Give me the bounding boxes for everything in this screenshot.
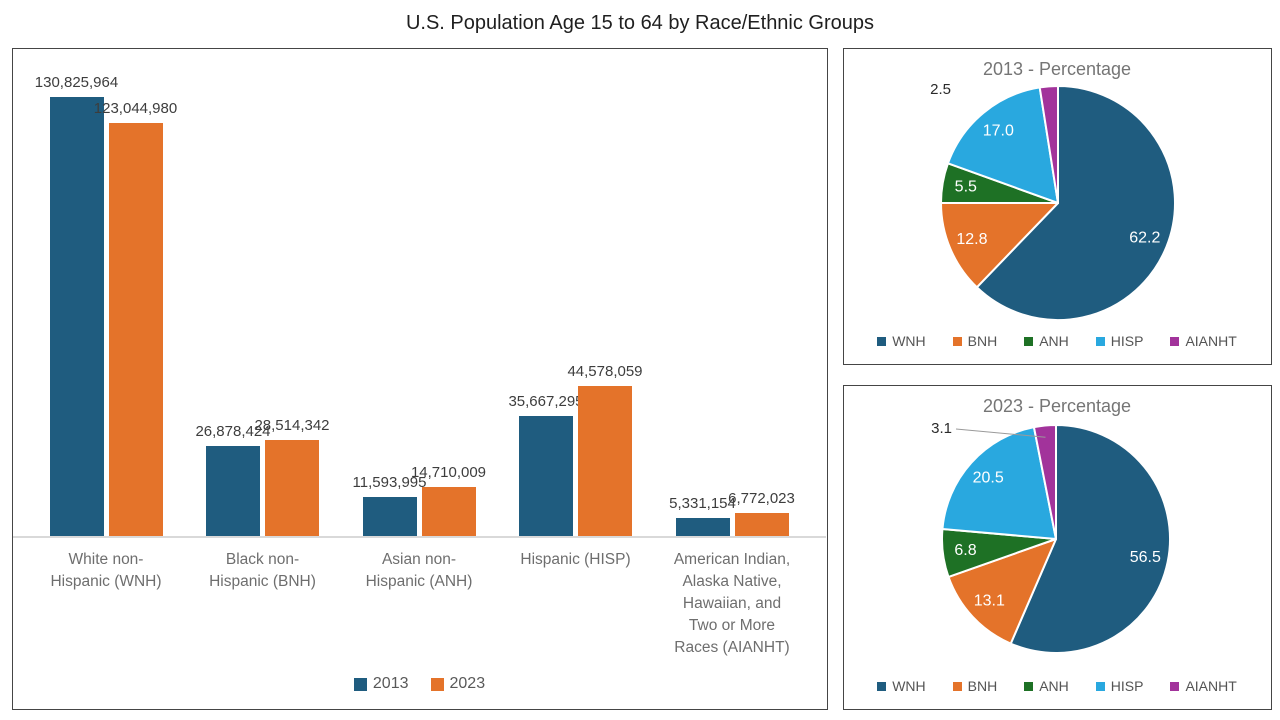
category-label-anh: Asian non- Hispanic (ANH) <box>365 551 473 590</box>
pie-legend-item-hisp: HISP <box>1095 333 1144 349</box>
pie-legend-label: ANH <box>1039 678 1069 694</box>
legend-swatch-icon <box>1095 681 1105 691</box>
bar-legend-label: 2013 <box>372 675 409 692</box>
pie-slice-aianht <box>1032 424 1057 540</box>
bar-2013-bnh <box>206 446 260 536</box>
pie-2023-chart: 56.5 13.1 6.8 20.5 3.1 <box>931 420 1171 654</box>
category-label-wnh: White non- Hispanic (WNH) <box>50 551 162 590</box>
legend-swatch-icon <box>877 336 887 346</box>
pie-legend-label: HISP <box>1110 678 1144 694</box>
value-label-2013-wnh: 130,825,964 <box>34 74 119 91</box>
value-label-2013-aianht: 5,331,154 <box>669 495 736 512</box>
pie-legend-item-wnh: WNH <box>877 678 926 694</box>
pie-slice-aianht <box>1038 85 1059 204</box>
pie-legend-item-aianht: AIANHT <box>1170 333 1237 349</box>
legend-swatch-icon <box>1170 681 1180 691</box>
pie-2023-title: 2023 - Percentage <box>982 396 1132 416</box>
pie-leader-line <box>955 428 1046 438</box>
pie-legend-item-hisp: HISP <box>1095 678 1144 694</box>
pie-2013-title: 2013 - Percentage <box>982 59 1132 79</box>
category-label-hisp: Hispanic (HISP) <box>520 551 631 568</box>
pie-2013-chart: 62.2 12.8 5.5 17.0 2.5 <box>930 81 1176 321</box>
legend-swatch-icon <box>877 681 887 691</box>
pie-legend-label: ANH <box>1039 333 1069 349</box>
x-axis-line <box>13 536 826 538</box>
bar-legend-item-2023: 2023 <box>430 675 486 693</box>
value-label-2023-hisp: 44,578,059 <box>567 363 643 380</box>
pie-2023-panel: 56.5 13.1 6.8 20.5 3.1 2023 - Percentage WNH… <box>843 385 1272 710</box>
pie-legend-item-bnh: BNH <box>952 678 998 694</box>
pie-value-label-wnh: 56.5 <box>1130 549 1161 566</box>
value-label-2013-bnh: 26,878,424 <box>195 423 271 440</box>
pie-value-label-aianht: 3.1 <box>931 420 952 437</box>
bar-2013-anh <box>362 497 417 536</box>
pie-value-label-wnh: 62.2 <box>1129 230 1160 247</box>
value-label-2023-bnh: 28,514,342 <box>254 417 330 434</box>
pie-slice-bnh <box>940 202 1059 289</box>
category-label-aianht: American Indian, Alaska Native, Hawaiian… <box>673 551 791 656</box>
legend-swatch-icon <box>952 336 962 346</box>
pie-value-label-bnh: 12.8 <box>956 231 987 248</box>
pie-legend-label: AIANHT <box>1185 333 1237 349</box>
pie-value-label-bnh: 13.1 <box>974 593 1005 610</box>
pie-value-label-anh: 6.8 <box>954 542 976 559</box>
bar-2023-hisp <box>578 386 632 536</box>
pie-legend-item-anh: ANH <box>1024 678 1069 694</box>
value-label-2013-anh: 11,593,995 <box>352 474 427 491</box>
legend-swatch-icon <box>1170 336 1180 346</box>
pie-2013-legend: WNH BNH ANH HISP AIANHT <box>844 333 1270 349</box>
value-label-2023-wnh: 123,044,980 <box>93 100 178 117</box>
bar-2023-anh <box>421 487 476 536</box>
pie-slice-wnh <box>975 85 1176 321</box>
value-label-2013-hisp: 35,667,295 <box>508 393 584 410</box>
bar-2023-bnh <box>265 440 319 536</box>
category-label-bnh: Black non- Hispanic (BNH) <box>209 551 316 590</box>
value-label-2023-aianht: 6,772,023 <box>728 490 795 507</box>
pie-slice-wnh <box>1009 424 1171 654</box>
pie-2023-legend: WNH BNH ANH HISP AIANHT <box>844 678 1270 694</box>
legend-swatch-icon <box>1024 336 1034 346</box>
bar-chart-panel: 130,825,964 123,044,980 White non- Hispani… <box>12 48 828 710</box>
bar-legend-item-2013: 2013 <box>353 675 409 693</box>
pie-legend-label: BNH <box>967 678 998 694</box>
bar-2013-aianht <box>675 518 730 536</box>
pie-legend-item-wnh: WNH <box>877 333 926 349</box>
pie-legend-label: WNH <box>892 678 926 694</box>
legend-swatch-icon <box>353 677 367 691</box>
legend-swatch-icon <box>1024 681 1034 691</box>
pie-value-label-anh: 5.5 <box>955 178 977 195</box>
bar-2013-hisp <box>519 416 573 536</box>
pie-legend-label: BNH <box>967 333 998 349</box>
bar-legend-label: 2023 <box>449 675 486 692</box>
pie-slice-bnh <box>947 538 1057 645</box>
pie-legend-item-anh: ANH <box>1024 333 1069 349</box>
pie-2013-panel: 62.2 12.8 5.5 17.0 2.5 2013 - Percentage WNH… <box>843 48 1272 365</box>
bar-legend: 2013 2023 <box>13 675 826 693</box>
bar-2013-wnh <box>49 97 104 536</box>
pie-legend-item-bnh: BNH <box>952 333 998 349</box>
legend-swatch-icon <box>1095 336 1105 346</box>
pie-value-label-hisp: 20.5 <box>973 470 1004 487</box>
legend-swatch-icon <box>952 681 962 691</box>
pie-value-label-hisp: 17.0 <box>983 122 1014 139</box>
page-title: U.S. Population Age 15 to 64 by Race/Eth… <box>405 12 875 34</box>
pie-slice-hisp <box>941 426 1057 540</box>
bar-2023-aianht <box>734 513 789 536</box>
pie-slice-hisp <box>946 86 1059 204</box>
pie-value-label-aianht: 2.5 <box>930 81 951 98</box>
pie-legend-label: AIANHT <box>1185 678 1237 694</box>
legend-swatch-icon <box>430 677 444 691</box>
bar-2023-wnh <box>108 123 163 536</box>
value-label-2023-anh: 14,710,009 <box>410 464 487 481</box>
pie-legend-label: HISP <box>1110 333 1144 349</box>
pie-legend-label: WNH <box>892 333 926 349</box>
pie-legend-item-aianht: AIANHT <box>1170 678 1237 694</box>
